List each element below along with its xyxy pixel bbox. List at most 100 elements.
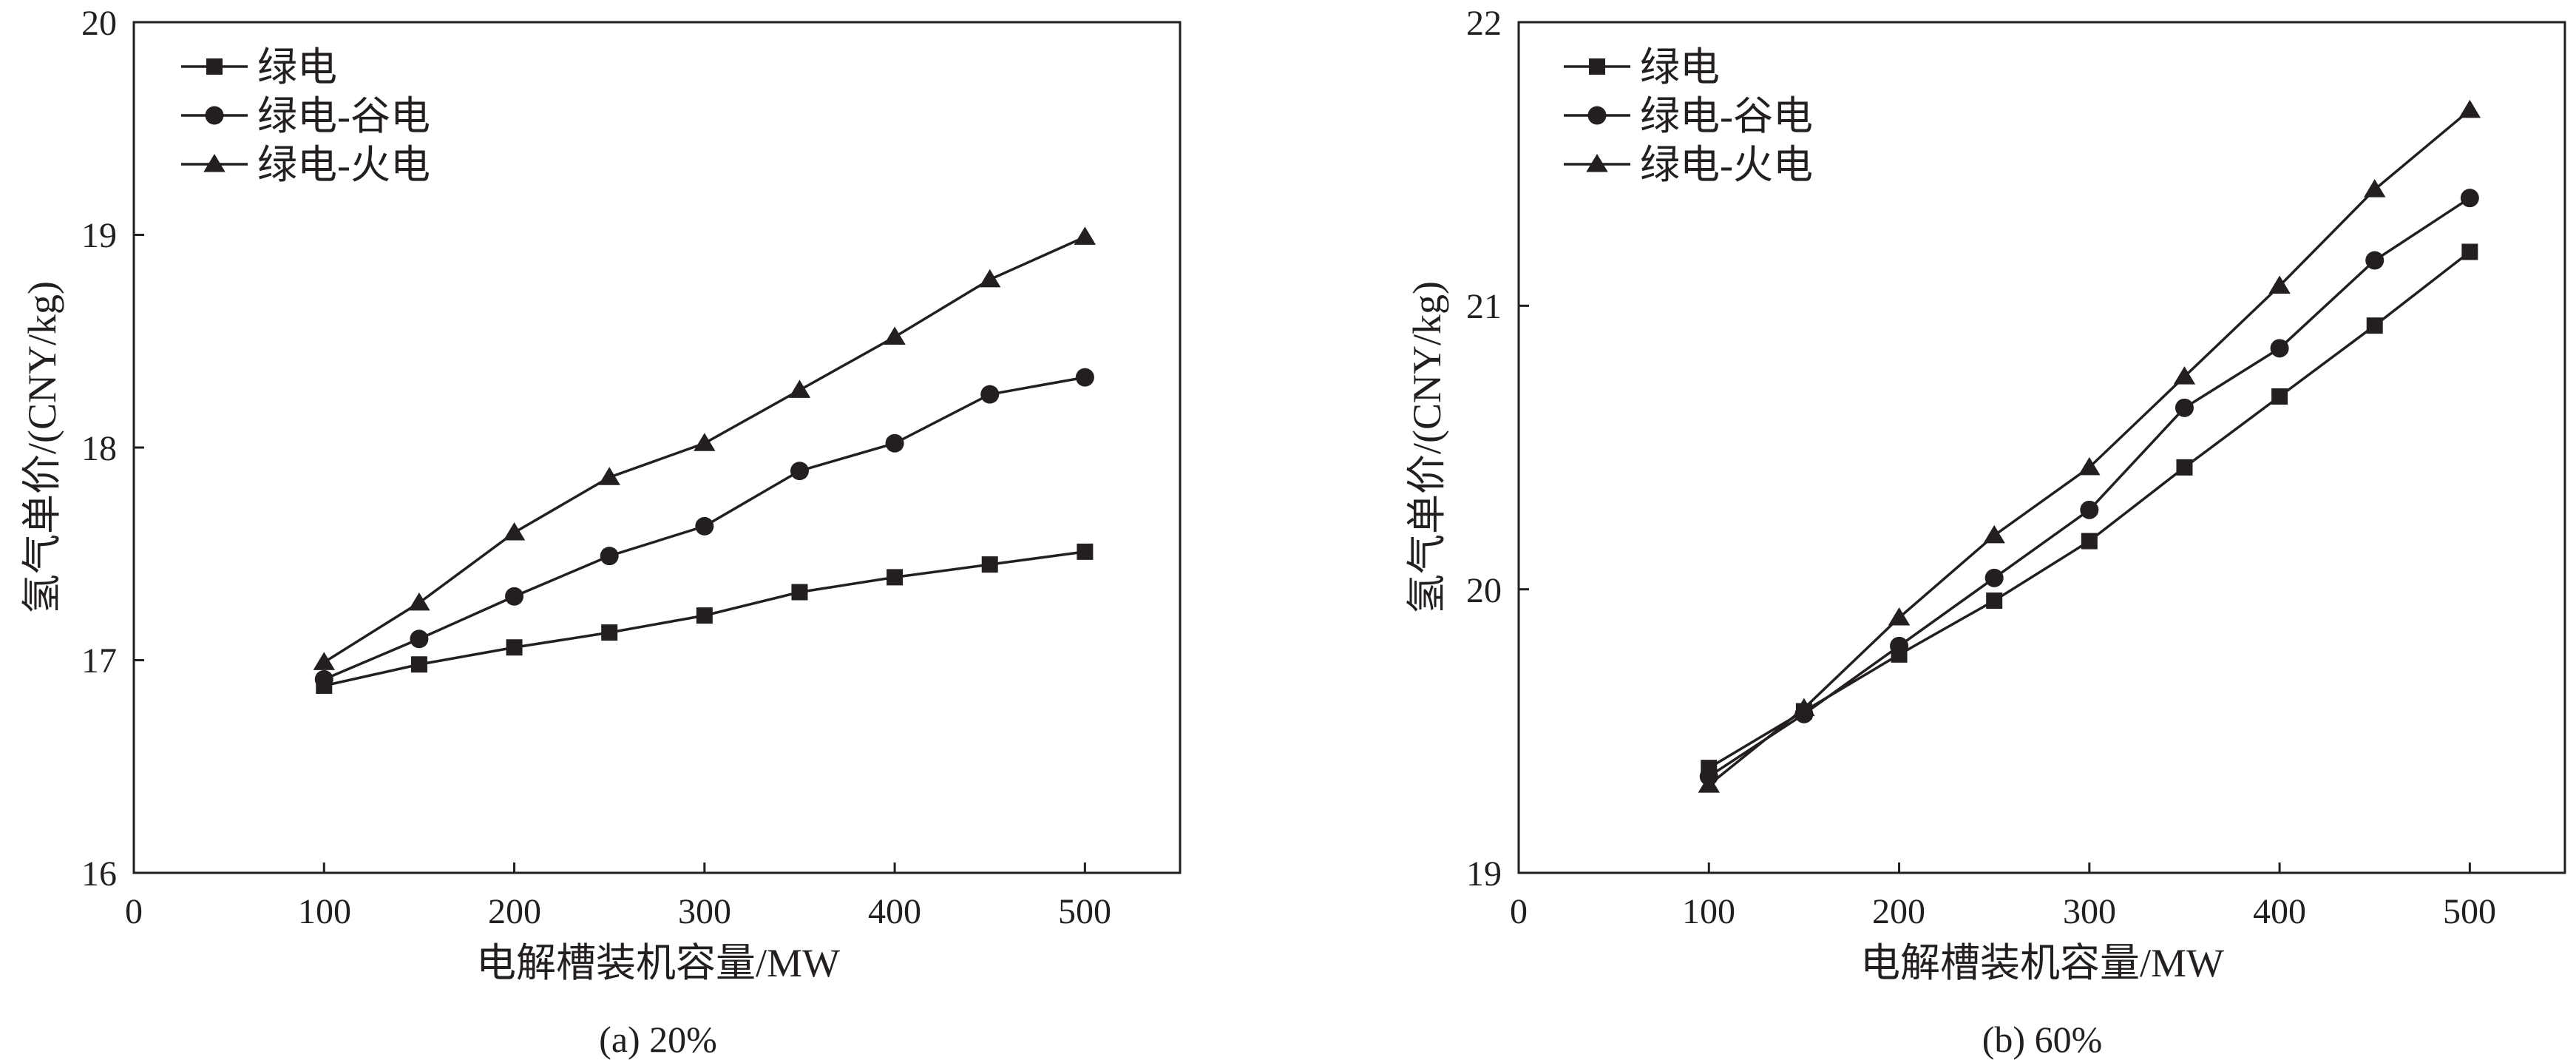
data-point-circle <box>980 385 1000 404</box>
data-point-triangle <box>408 592 430 611</box>
legend-swatch-circle <box>181 106 248 125</box>
y-tick-labels: 19 20 21 22 <box>1466 4 1502 894</box>
data-point-triangle <box>2458 99 2481 118</box>
data-point-circle <box>2175 398 2194 417</box>
y-tick-label: 22 <box>1466 4 1502 43</box>
x-tick-label: 500 <box>1058 892 1111 931</box>
chart-caption: (b) 60% <box>1982 1019 2102 1060</box>
data-point-circle <box>695 516 714 536</box>
y-tick-label: 20 <box>1466 571 1502 610</box>
legend-swatch-triangle <box>181 154 248 172</box>
data-point-triangle <box>503 522 526 541</box>
data-point-circle <box>2365 251 2385 270</box>
data-point-triangle <box>1074 226 1097 245</box>
x-tick-label: 100 <box>298 892 351 931</box>
series-line-triangle <box>1708 109 2471 786</box>
legend-swatch-square <box>181 58 248 75</box>
data-point-square <box>1986 593 2003 609</box>
legend-marker-square <box>1589 58 1605 75</box>
data-point-square <box>410 656 427 673</box>
data-point-triangle <box>884 326 906 345</box>
data-point-square <box>2461 243 2478 260</box>
tick-marks <box>1519 304 2471 873</box>
chart-caption: (a) 20% <box>599 1019 717 1060</box>
legend-item: 绿电-火电 <box>181 143 430 187</box>
data-point-square <box>2366 317 2383 334</box>
data-point-square <box>2176 459 2193 476</box>
y-tick-label: 21 <box>1466 287 1502 326</box>
data-point-circle <box>600 547 619 566</box>
series-markers <box>313 226 1097 694</box>
y-axis-title: 氢气单价/(CNY/kg) <box>20 281 64 614</box>
y-tick-label: 18 <box>81 429 117 468</box>
x-tick-label: 500 <box>2443 892 2496 931</box>
x-axis-title: 电解槽装机容量/MW <box>1860 941 2224 985</box>
legend-item: 绿电 <box>1564 45 1720 90</box>
data-point-triangle <box>1698 774 1720 793</box>
legend-label: 绿电 <box>1640 45 1720 90</box>
legend-swatch-square <box>1564 58 1630 75</box>
data-point-circle <box>790 462 809 481</box>
x-tick-labels: 0 100 200 300 400 500 <box>1510 892 2496 931</box>
data-point-circle <box>2460 189 2479 208</box>
legend-label: 绿电-火电 <box>257 143 430 187</box>
x-tick-label: 200 <box>488 892 541 931</box>
y-tick-label: 17 <box>81 641 117 681</box>
data-point-circle <box>1890 636 1909 655</box>
y-axis-title: 氢气单价/(CNY/kg) <box>1405 281 1449 614</box>
x-tick-labels: 0 100 200 300 400 500 <box>125 892 1111 931</box>
data-point-triangle <box>694 433 716 451</box>
legend-item: 绿电-火电 <box>1564 143 1813 187</box>
chart-panel-a: 0 100 200 300 400 500 16 17 18 19 20 电解槽… <box>20 4 1182 1060</box>
data-point-triangle <box>1793 698 1815 717</box>
plot-frame <box>1517 21 2566 874</box>
data-point-triangle <box>1888 607 1911 626</box>
data-point-circle <box>2080 500 2099 519</box>
data-point-triangle <box>598 467 620 485</box>
x-tick-label: 400 <box>868 892 921 931</box>
data-point-square <box>981 556 998 573</box>
tick-marks <box>134 234 1086 873</box>
data-point-square <box>506 639 523 656</box>
legend-label: 绿电-谷电 <box>257 94 430 138</box>
x-tick-label: 100 <box>1682 892 1735 931</box>
data-point-circle <box>2270 339 2289 358</box>
y-tick-label: 16 <box>81 854 117 894</box>
legend-marker-circle <box>1587 106 1607 125</box>
chart-panel-b: 0 100 200 300 400 500 19 20 21 22 电解槽装机容… <box>1405 4 2566 1060</box>
data-point-square <box>601 624 618 641</box>
legend-item: 绿电-谷电 <box>181 94 430 138</box>
x-tick-label: 300 <box>678 892 731 931</box>
x-tick-label: 0 <box>125 892 143 931</box>
data-point-square <box>696 607 713 624</box>
legend-swatch-circle <box>1564 106 1630 125</box>
data-point-circle <box>885 433 904 453</box>
data-point-square <box>1077 543 1094 560</box>
data-point-square <box>791 584 808 601</box>
x-axis-title: 电解槽装机容量/MW <box>476 941 840 985</box>
x-tick-label: 300 <box>2063 892 2116 931</box>
legend-marker-triangle <box>203 154 226 172</box>
data-point-circle <box>410 629 429 649</box>
y-tick-labels: 16 17 18 19 20 <box>81 4 117 894</box>
legend-label: 绿电-谷电 <box>1640 94 1813 138</box>
data-point-triangle <box>2268 275 2291 294</box>
x-tick-label: 200 <box>1872 892 1925 931</box>
data-point-circle <box>314 669 333 689</box>
data-point-circle <box>1075 368 1094 387</box>
data-point-triangle <box>313 652 335 670</box>
data-point-triangle <box>1983 524 2005 544</box>
y-tick-label: 19 <box>1466 854 1502 894</box>
legend-item: 绿电 <box>181 45 337 90</box>
data-point-circle <box>505 587 524 606</box>
x-tick-label: 400 <box>2253 892 2306 931</box>
x-tick-label: 0 <box>1510 892 1528 931</box>
legend-marker-square <box>206 58 223 75</box>
series-markers <box>1698 99 2481 793</box>
legend-label: 绿电 <box>257 45 337 90</box>
data-point-square <box>2081 533 2098 550</box>
data-point-triangle <box>2173 366 2196 385</box>
data-point-triangle <box>2078 456 2101 476</box>
data-point-triangle <box>979 269 1001 288</box>
legend: 绿电 绿电-谷电 绿电-火电 <box>181 45 430 187</box>
